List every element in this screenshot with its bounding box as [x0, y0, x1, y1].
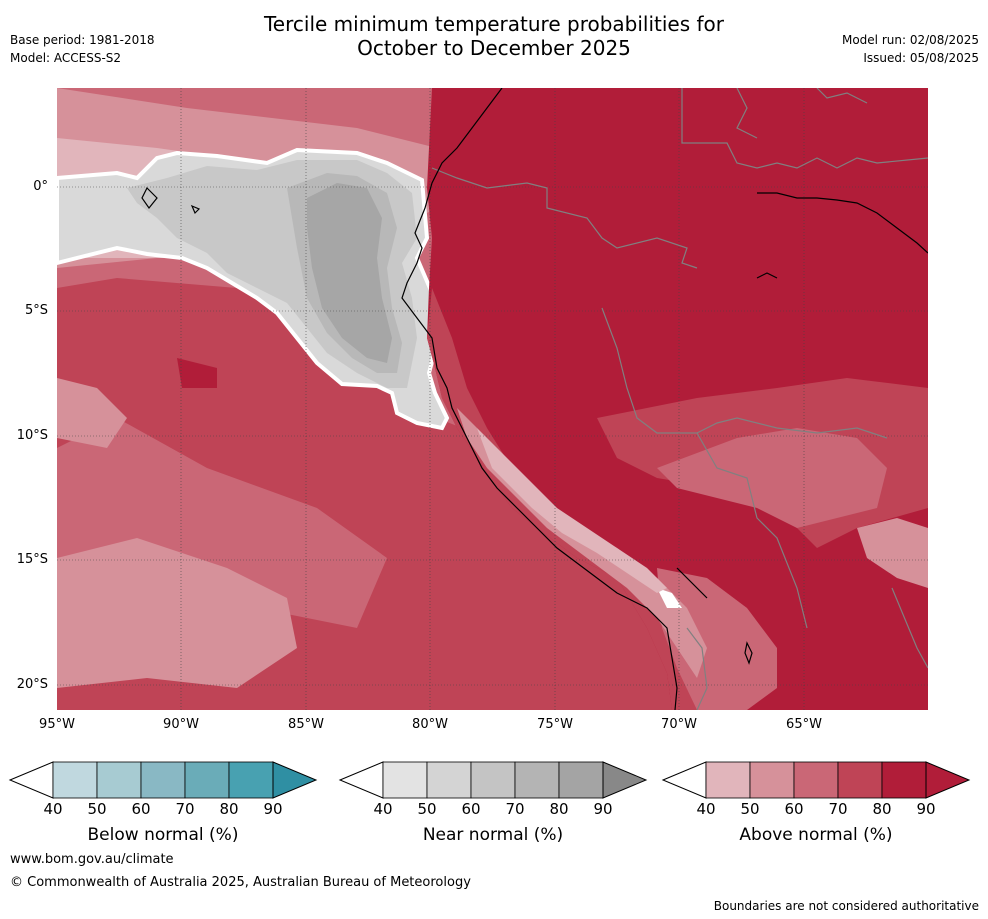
model-label: Model: ACCESS-S2 — [10, 51, 122, 65]
colorbar-tick-label: 50 — [740, 800, 760, 818]
lon-label-75w: 75°W — [537, 717, 573, 732]
colorbar-tick-label: 70 — [828, 800, 848, 818]
colorbar-swatch-70 — [514, 761, 560, 799]
colorbar-tick-label: 70 — [505, 800, 525, 818]
colorbar-swatch-80 — [228, 761, 274, 799]
colorbar-tick-label: 60 — [131, 800, 151, 818]
colorbar-tick-label: 90 — [916, 800, 936, 818]
lat-label-10s: 10°S — [16, 428, 48, 443]
land-above-50-strip — [477, 428, 667, 593]
colorbar-swatch-90 — [925, 761, 971, 799]
colorbar-swatch-60 — [470, 761, 516, 799]
colorbar-near-normal-low-arrow — [338, 761, 384, 799]
title-line-2: October to December 2025 — [357, 36, 631, 60]
colorbar-swatch-60 — [140, 761, 186, 799]
colorbar-near-normal-title: Near normal (%) — [422, 825, 564, 845]
land-above-90-zone — [427, 88, 928, 710]
colorbar-tick-label: 40 — [43, 800, 63, 818]
coastline — [141, 88, 928, 710]
colorbar-swatch-70 — [837, 761, 883, 799]
colorbar-tick-label: 90 — [593, 800, 613, 818]
copyright-text: © Commonwealth of Australia 2025, Austra… — [10, 875, 471, 890]
colorbar-tick-label: 40 — [373, 800, 393, 818]
probability-map — [57, 88, 928, 710]
colorbar-tick-label: 70 — [175, 800, 195, 818]
colorbar-swatch-40 — [382, 761, 428, 799]
land-above-60-zone — [857, 518, 928, 588]
ocean-above-60-patch — [57, 538, 297, 688]
colorbar-swatch-60 — [793, 761, 839, 799]
colorbar-swatch-50 — [426, 761, 472, 799]
colorbar-below-normal — [8, 761, 318, 799]
lon-label-90w: 90°W — [163, 717, 199, 732]
issued-label: Issued: 05/08/2025 — [863, 51, 979, 65]
colorbar-tick-label: 50 — [417, 800, 437, 818]
colorbar-near-normal — [338, 761, 648, 799]
colorbar-swatch-90 — [272, 761, 318, 799]
colorbar-swatch-90 — [602, 761, 648, 799]
colorbar-tick-label: 90 — [263, 800, 283, 818]
colorbar-swatch-80 — [881, 761, 927, 799]
base-period-label: Base period: 1981-2018 — [10, 33, 155, 47]
colorbar-tick-label: 80 — [872, 800, 892, 818]
colorbar-tick-label: 50 — [87, 800, 107, 818]
model-run-label: Model run: 02/08/2025 — [841, 33, 979, 47]
land-near-normal-patch — [657, 588, 682, 608]
colorbar-swatch-50 — [749, 761, 795, 799]
colorbar-tick-label: 60 — [784, 800, 804, 818]
lon-label-85w: 85°W — [288, 717, 324, 732]
colorbar-above-normal-low-arrow — [661, 761, 707, 799]
land-above-70-amazon-zone — [657, 428, 887, 528]
colorbar-below-normal-title: Below normal (%) — [87, 825, 239, 845]
map-title: Tercile minimum temperature probabilitie… — [0, 12, 988, 60]
colorbar-swatch-40 — [52, 761, 98, 799]
disclaimer-text: Boundaries are not considered authoritat… — [713, 899, 979, 913]
colorbar-below-normal-low-arrow — [8, 761, 54, 799]
colorbar-swatch-50 — [96, 761, 142, 799]
lat-label-0: 0° — [33, 179, 48, 194]
lat-label-20s: 20°S — [16, 677, 48, 692]
near-normal-80-zone — [307, 183, 392, 363]
lon-label-80w: 80°W — [412, 717, 448, 732]
colorbar-above-normal — [661, 761, 971, 799]
colorbar-above-normal-title: Above normal (%) — [739, 825, 893, 845]
colorbar-swatch-80 — [558, 761, 604, 799]
colorbar-tick-label: 80 — [549, 800, 569, 818]
colorbar-tick-label: 60 — [461, 800, 481, 818]
lat-label-5s: 5°S — [24, 303, 48, 318]
land-above-70-altiplano-zone — [657, 568, 777, 710]
country-borders — [431, 88, 928, 710]
lon-label-95w: 95°W — [39, 717, 75, 732]
ocean-above-60-patch-2 — [57, 378, 127, 448]
lon-label-65w: 65°W — [786, 717, 822, 732]
title-line-1: Tercile minimum temperature probabilitie… — [263, 12, 725, 36]
lon-label-70w: 70°W — [661, 717, 697, 732]
colorbar-swatch-40 — [705, 761, 751, 799]
colorbar-tick-label: 80 — [219, 800, 239, 818]
lat-label-15s: 15°S — [16, 552, 48, 567]
colorbar-tick-label: 40 — [696, 800, 716, 818]
colorbar-swatch-70 — [184, 761, 230, 799]
ocean-above-90-patch — [177, 358, 217, 388]
website-link[interactable]: www.bom.gov.au/climate — [10, 852, 174, 867]
